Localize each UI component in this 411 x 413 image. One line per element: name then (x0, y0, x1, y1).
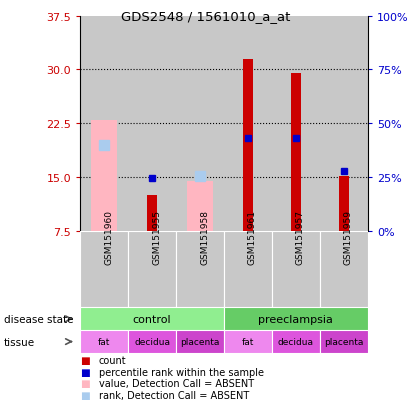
Text: percentile rank within the sample: percentile rank within the sample (99, 367, 263, 377)
Text: ■: ■ (80, 355, 90, 365)
Bar (272, 17, 320, 231)
Bar (128, 17, 176, 231)
Bar (80, 330, 128, 353)
Text: GSM151960: GSM151960 (104, 210, 113, 265)
Bar (224, 330, 272, 353)
Text: GSM151955: GSM151955 (152, 210, 161, 265)
Bar (176, 330, 224, 353)
Text: count: count (99, 355, 126, 365)
Text: preeclampsia: preeclampsia (259, 314, 333, 324)
Text: GSM151959: GSM151959 (344, 210, 353, 265)
Text: control: control (133, 314, 171, 324)
Text: placenta: placenta (324, 337, 364, 346)
Text: GSM151957: GSM151957 (296, 210, 305, 265)
Bar (147, 195, 157, 231)
Bar (187, 181, 213, 231)
Bar (224, 308, 368, 330)
Text: fat: fat (98, 337, 110, 346)
Bar (242, 59, 253, 231)
Text: GSM151958: GSM151958 (200, 210, 209, 265)
Text: ■: ■ (80, 367, 90, 377)
Text: rank, Detection Call = ABSENT: rank, Detection Call = ABSENT (99, 390, 249, 400)
Bar (339, 176, 349, 231)
Bar (128, 231, 176, 308)
Bar (272, 231, 320, 308)
Bar (176, 17, 224, 231)
Bar (80, 231, 128, 308)
Bar (128, 330, 176, 353)
Bar (272, 330, 320, 353)
Bar (320, 17, 368, 231)
Text: decidua: decidua (278, 337, 314, 346)
Bar (176, 231, 224, 308)
Bar (224, 231, 272, 308)
Bar (320, 231, 368, 308)
Text: decidua: decidua (134, 337, 170, 346)
Text: disease state: disease state (4, 314, 74, 324)
Text: ■: ■ (80, 378, 90, 388)
Text: tissue: tissue (4, 337, 35, 347)
Bar (224, 17, 272, 231)
Text: fat: fat (242, 337, 254, 346)
Bar (291, 74, 301, 231)
Text: GDS2548 / 1561010_a_at: GDS2548 / 1561010_a_at (121, 10, 290, 23)
Text: ■: ■ (80, 390, 90, 400)
Text: value, Detection Call = ABSENT: value, Detection Call = ABSENT (99, 378, 254, 388)
Text: GSM151961: GSM151961 (248, 210, 257, 265)
Bar (80, 308, 224, 330)
Bar (320, 330, 368, 353)
Bar (80, 17, 128, 231)
Text: placenta: placenta (180, 337, 220, 346)
Bar (91, 120, 117, 231)
